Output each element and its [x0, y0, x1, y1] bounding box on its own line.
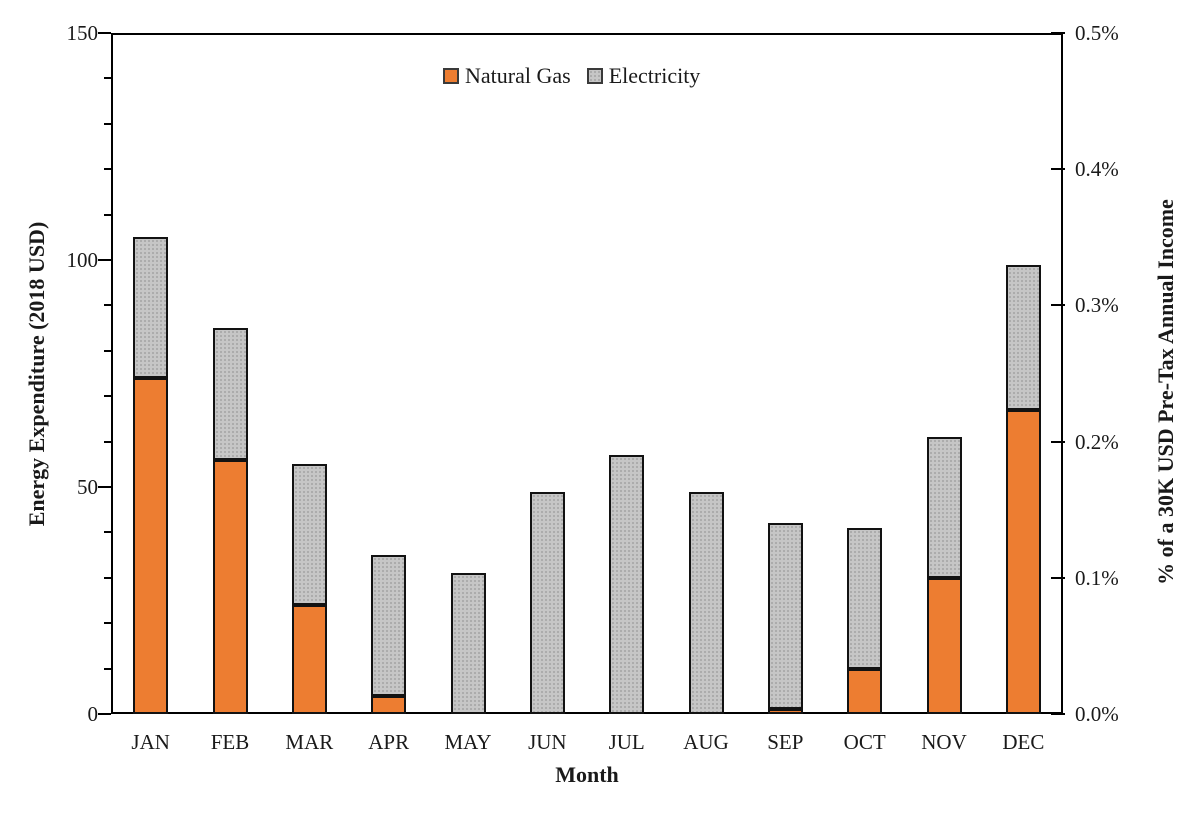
left-axis-major-tick-100 — [98, 259, 111, 261]
month-label-dec: DEC — [1002, 730, 1045, 754]
bar-dec-natural-gas — [1005, 409, 1041, 714]
left-axis-tick-label-100: 100 — [66, 248, 99, 272]
bar-jul-electricity — [609, 455, 645, 714]
left-axis-tick-label-0: 0 — [87, 702, 99, 726]
bar-oct-electricity — [847, 527, 883, 669]
right-axis-tick-0.3% — [1051, 304, 1065, 307]
month-label-nov: NOV — [921, 730, 967, 754]
left-axis-minor-tick-10 — [104, 667, 111, 670]
month-label-oct: OCT — [843, 730, 886, 754]
plot-area — [111, 33, 1063, 714]
bar-oct-natural-gas — [847, 668, 883, 714]
left-axis-minor-tick-140 — [104, 77, 111, 80]
month-label-aug: AUG — [683, 730, 729, 754]
bar-jun-electricity — [529, 491, 565, 714]
bar-may-electricity — [450, 573, 486, 714]
left-axis-minor-tick-40 — [104, 531, 111, 534]
left-axis-major-tick-150 — [98, 32, 111, 34]
bar-feb-electricity — [212, 328, 248, 460]
legend-swatch-electricity — [586, 68, 603, 84]
bar-nov-electricity — [926, 437, 962, 578]
bar-apr-natural-gas — [371, 695, 407, 714]
right-axis-tick-label-0.2%: 0.2% — [1075, 429, 1119, 454]
legend-swatch-natural-gas — [443, 68, 459, 84]
right-axis-tick-0.4% — [1051, 168, 1065, 171]
left-axis-minor-tick-80 — [104, 349, 111, 352]
bar-feb-natural-gas — [212, 459, 248, 714]
left-axis-minor-tick-120 — [104, 168, 111, 171]
legend: Natural Gas Electricity — [443, 63, 700, 89]
left-axis-minor-tick-110 — [104, 213, 111, 216]
month-label-sep: SEP — [767, 730, 804, 754]
month-label-feb: FEB — [210, 730, 250, 754]
left-axis-minor-tick-60 — [104, 440, 111, 443]
legend-item-electricity: Electricity — [586, 63, 701, 89]
bar-aug-electricity — [688, 491, 724, 714]
right-axis-tick-0.2% — [1051, 440, 1065, 443]
right-axis-tick-label-0.5%: 0.5% — [1075, 21, 1119, 45]
right-axis-tick-label-0.4%: 0.4% — [1075, 157, 1119, 182]
right-axis-tick-label-0.3%: 0.3% — [1075, 293, 1119, 318]
bar-jan-natural-gas — [133, 378, 169, 714]
left-axis-minor-tick-90 — [104, 304, 111, 307]
bar-sep-natural-gas — [767, 709, 803, 714]
month-label-mar: MAR — [285, 730, 334, 754]
left-axis-tick-label-50: 50 — [77, 475, 98, 499]
x-axis-title: Month — [555, 762, 619, 787]
month-label-apr: APR — [368, 730, 410, 754]
bar-dec-electricity — [1005, 264, 1041, 410]
bar-nov-natural-gas — [926, 577, 962, 714]
right-axis-tick-label-0.0%: 0.0% — [1075, 702, 1119, 726]
left-axis-minor-tick-20 — [104, 622, 111, 625]
bar-jan-electricity — [133, 237, 169, 379]
left-axis-title: Energy Expenditure (2018 USD) — [24, 221, 49, 527]
left-axis-tick-label-150: 150 — [66, 21, 99, 45]
left-axis-minor-tick-70 — [104, 395, 111, 398]
legend-label: Natural Gas — [465, 63, 571, 88]
right-axis-tick-0.5% — [1051, 32, 1065, 34]
left-axis-minor-tick-30 — [104, 576, 111, 579]
right-axis-title: % of a 30K USD Pre-Tax Annual Income — [1153, 199, 1178, 585]
left-axis-major-tick-50 — [98, 486, 111, 488]
left-axis-major-tick-0 — [98, 713, 111, 715]
bar-apr-electricity — [371, 555, 407, 696]
bar-sep-electricity — [767, 523, 803, 710]
right-axis-tick-0.1% — [1051, 576, 1065, 579]
left-axis-minor-tick-130 — [104, 122, 111, 125]
bar-mar-natural-gas — [291, 605, 327, 714]
month-label-jan: JAN — [131, 730, 170, 754]
legend-item-natural-gas: Natural Gas — [443, 63, 571, 89]
month-label-jun: JUN — [528, 730, 567, 754]
month-label-jul: JUL — [608, 730, 645, 754]
right-axis-tick-0.0% — [1051, 713, 1065, 715]
bar-mar-electricity — [291, 464, 327, 606]
month-label-may: MAY — [444, 730, 492, 754]
right-axis-tick-label-0.1%: 0.1% — [1075, 565, 1119, 590]
legend-label: Electricity — [608, 63, 701, 88]
